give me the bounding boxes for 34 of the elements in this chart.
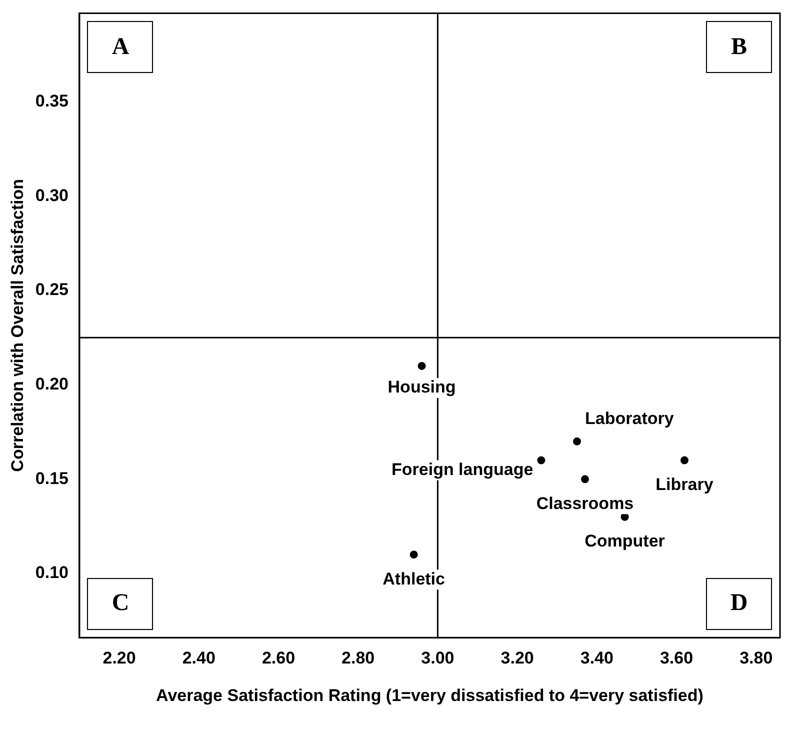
annotation: Classrooms <box>536 494 634 513</box>
annotation: Foreign language <box>392 460 534 479</box>
point <box>580 475 589 484</box>
y-tick-label: 0.10 <box>35 563 68 582</box>
x-tick-label: 2.60 <box>262 648 296 668</box>
x-tick-label: 2.80 <box>342 648 375 668</box>
annotation: Computer <box>584 532 666 551</box>
x-tick-label: 2.40 <box>182 648 216 668</box>
y-tick-label: 0.30 <box>35 186 68 205</box>
x-axis-title: Average Satisfaction Rating (1=very dissatisfied to 4=very satisfied) <box>155 686 704 706</box>
y-tick-label: 0.25 <box>35 280 68 300</box>
point <box>410 550 418 559</box>
x-tick-label: 3.40 <box>580 648 614 668</box>
y-tick-label: 0.35 <box>35 92 68 111</box>
annotation: D <box>706 578 772 630</box>
annotation: Athletic <box>382 569 445 588</box>
x-tick-label: 2.20 <box>102 648 136 668</box>
y-tick-label: 0.20 <box>35 374 68 394</box>
x-tick-label: 3.00 <box>421 648 454 668</box>
annotation: Housing <box>388 378 456 397</box>
point <box>537 456 546 464</box>
x-tick-label: 3.80 <box>740 648 773 668</box>
y-tick-label: 0.15 <box>35 468 68 488</box>
annotation: Laboratory <box>585 409 674 428</box>
annotation: A <box>87 21 154 74</box>
x-tick-label: 3.20 <box>500 648 534 668</box>
point <box>680 456 688 464</box>
x-tick-label: 3.60 <box>660 648 694 668</box>
annotation: B <box>706 21 772 74</box>
point <box>573 437 582 446</box>
annotation: Library <box>656 474 714 494</box>
y-axis-title: Correlation with Overall Satisfaction <box>8 178 27 472</box>
annotation: C <box>87 578 154 630</box>
point <box>418 362 426 370</box>
